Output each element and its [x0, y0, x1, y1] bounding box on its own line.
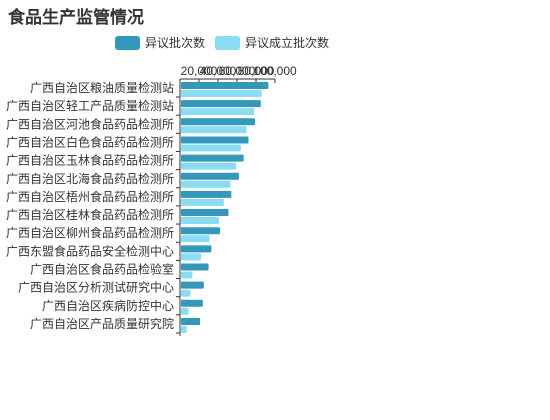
bar-series-1 [181, 118, 256, 126]
bar-series-2 [181, 126, 247, 134]
bar-series-2 [181, 289, 191, 297]
category-label: 广西自治区疾病防控中心 [42, 298, 174, 313]
bar-series-2 [181, 325, 187, 333]
legend-label-series-2: 异议成立批次数 [245, 36, 330, 50]
x-tick-label: 40,000 [200, 64, 237, 78]
x-tick-label: 20,000 [181, 64, 218, 78]
category-label: 广西自治区轻工产品质量检测站 [6, 98, 174, 113]
bar-series-1 [181, 154, 244, 162]
bar-series-2 [181, 271, 193, 279]
legend-label-series-1: 异议批次数 [145, 36, 206, 50]
bar-series-1 [181, 82, 269, 89]
bar-series-1 [181, 136, 249, 144]
bar-series-1 [181, 281, 204, 289]
bar-series-1 [181, 299, 203, 307]
bar-series-2 [181, 180, 231, 188]
category-label: 广西自治区桂林食品药品检测所 [6, 207, 174, 222]
category-label: 广西自治区柳州食品药品检测所 [6, 225, 174, 240]
bar-series-1 [181, 317, 200, 325]
legend-item-series-2[interactable]: 异议成立批次数 [215, 34, 329, 51]
bar-series-1 [181, 209, 229, 217]
bar-series-2 [181, 144, 241, 152]
bar-series-1 [181, 190, 232, 198]
bar-series-2 [181, 217, 219, 225]
bar-series-2 [181, 307, 189, 315]
category-label: 广西自治区分析测试研究中心 [18, 280, 174, 295]
x-tick-label: 100,000 [253, 64, 297, 78]
bar-series-2 [181, 235, 210, 243]
bar-series-2 [181, 162, 237, 170]
legend-item-series-1[interactable]: 异议批次数 [115, 34, 205, 51]
bar-series-1 [181, 100, 261, 108]
category-label: 广西自治区玉林食品药品检测所 [6, 153, 174, 168]
legend-swatch-series-1 [115, 35, 140, 50]
category-label: 广西自治区白色食品药品检测所 [6, 134, 174, 149]
category-label: 广西东盟食品药品安全检测中心 [6, 243, 174, 258]
category-label: 广西自治区产品质量研究院 [30, 316, 174, 331]
bar-series-1 [181, 227, 220, 235]
bar-series-1 [181, 245, 212, 253]
bar-series-2 [181, 108, 255, 116]
category-label: 广西自治区梧州食品药品检测所 [6, 189, 174, 204]
category-label: 广西自治区北海食品药品检测所 [6, 171, 174, 186]
bar-series-1 [181, 172, 239, 180]
bar-series-2 [181, 253, 201, 261]
bar-series-1 [181, 263, 209, 271]
legend-swatch-series-2 [215, 35, 241, 50]
x-tick-label: 60,000 [219, 64, 256, 78]
x-tick-label: 80,000 [238, 64, 275, 78]
legend: 异议批次数 异议成立批次数 [115, 34, 329, 51]
chart-title: 食品生产监管情况 [8, 8, 144, 27]
bar-series-2 [181, 90, 262, 97]
category-label: 广西自治区食品药品检验室 [30, 262, 174, 277]
bar-series-2 [181, 198, 224, 206]
category-label: 广西自治区河池食品药品检测所 [6, 116, 174, 131]
category-label: 广西自治区粮油质量检测站 [30, 80, 174, 95]
